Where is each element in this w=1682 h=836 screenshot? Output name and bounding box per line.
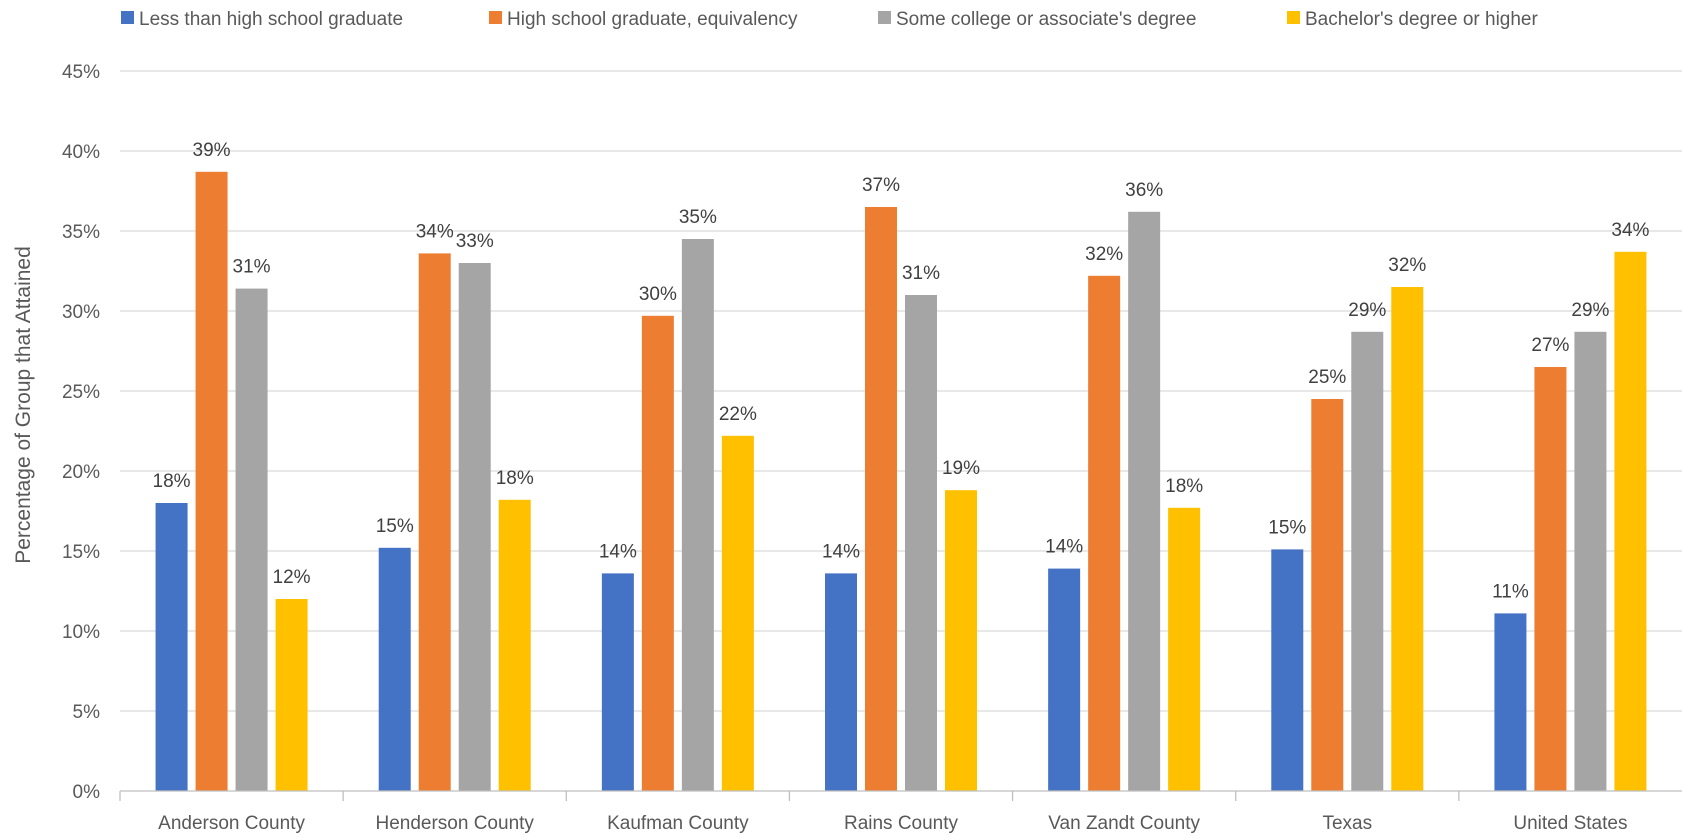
bar — [825, 573, 857, 791]
bar — [1351, 331, 1384, 791]
y-tick-label: 25% — [62, 382, 100, 403]
bar — [1048, 568, 1081, 791]
data-label: 30% — [639, 284, 677, 305]
data-label: 27% — [1531, 335, 1569, 356]
bar — [1534, 367, 1567, 791]
data-label: 18% — [496, 468, 534, 489]
data-label: 22% — [719, 404, 757, 425]
data-label: 12% — [273, 567, 311, 588]
data-label: 36% — [1125, 180, 1163, 201]
data-labels: 18%39%31%12%15%34% 33%18%14%30%35%22%14%3… — [153, 140, 1650, 603]
bar — [601, 573, 634, 791]
y-tick-label: 20% — [62, 462, 100, 483]
bar — [1391, 287, 1424, 791]
data-label: 14% — [599, 541, 637, 562]
y-tick-label: 35% — [62, 222, 100, 243]
data-label: 32% — [1085, 244, 1123, 265]
bar — [498, 499, 531, 791]
bar — [681, 239, 714, 791]
data-label: 29% — [1571, 300, 1609, 321]
data-label: 14% — [822, 541, 860, 562]
data-label: 14% — [1045, 537, 1083, 558]
x-category-label: United States — [1513, 813, 1627, 834]
bar — [1614, 251, 1647, 792]
legend-entry: High school graduate, equivalency — [507, 9, 798, 30]
bar — [865, 207, 897, 791]
data-label: 19% — [942, 458, 980, 479]
bar — [641, 315, 674, 791]
data-label: 15% — [1268, 517, 1306, 538]
bar — [378, 547, 411, 791]
legend-entry: Bachelor's degree or higher — [1305, 9, 1538, 30]
legend-swatch — [1287, 11, 1300, 24]
y-tick-label: 5% — [73, 702, 101, 723]
y-axis-tick-labels: 0% 5% 10% 15% 20% 25% 30% 35% 40% 45% — [62, 62, 100, 803]
y-tick-label: 15% — [62, 542, 100, 563]
x-category-label: Van Zandt County — [1048, 813, 1200, 834]
gridlines — [120, 70, 1682, 712]
bar — [1574, 331, 1607, 791]
bar — [155, 503, 188, 791]
data-label: 18% — [1165, 476, 1203, 497]
y-axis-title: Percentage of Group that Attained — [12, 246, 35, 564]
legend: Less than high school graduate High schoo… — [121, 9, 1538, 30]
data-label: 11% — [1492, 581, 1529, 602]
bar — [1494, 613, 1527, 791]
x-category-label: Texas — [1322, 813, 1372, 834]
data-label: 39% — [193, 140, 231, 161]
legend-entry: Less than high school graduate — [139, 9, 403, 30]
x-category-label: Rains County — [844, 813, 959, 834]
data-label: 35% — [679, 207, 717, 228]
y-tick-label: 40% — [62, 142, 100, 163]
bar — [195, 171, 228, 792]
data-label: 37% — [862, 175, 900, 196]
legend-swatch — [121, 11, 134, 24]
y-tick-label: 45% — [62, 62, 100, 83]
bar — [1271, 549, 1304, 791]
data-label: 32% — [1388, 255, 1426, 276]
bar — [905, 295, 937, 791]
bar — [721, 435, 754, 791]
y-tick-label: 0% — [73, 782, 101, 803]
bar — [235, 288, 268, 791]
bar — [275, 599, 308, 791]
legend-entry: Some college or associate's degree — [896, 9, 1196, 30]
bar — [1168, 507, 1201, 791]
legend-swatch — [489, 11, 502, 24]
bar — [418, 253, 451, 791]
data-label: 31% — [902, 263, 940, 284]
x-axis: Anderson County Henderson County Kaufman C… — [119, 790, 1682, 834]
legend-swatch — [878, 11, 891, 24]
y-tick-label: 10% — [62, 622, 100, 643]
x-category-label: Henderson County — [375, 813, 534, 834]
data-label: 34% — [1611, 220, 1649, 241]
bar — [1128, 211, 1161, 792]
bars — [155, 171, 1647, 792]
data-label: 31% — [233, 257, 271, 278]
bar — [458, 263, 491, 791]
data-label: 33% — [456, 231, 494, 252]
y-tick-label: 30% — [62, 302, 100, 323]
bar — [1088, 275, 1121, 791]
data-label: 25% — [1308, 367, 1346, 388]
data-label: 29% — [1348, 300, 1386, 321]
data-label: 34% — [416, 221, 454, 242]
x-category-label: Kaufman County — [607, 813, 749, 834]
x-category-label: Anderson County — [158, 813, 305, 834]
data-label: 15% — [376, 516, 414, 537]
bar — [1311, 399, 1344, 791]
data-label: 18% — [153, 471, 191, 492]
bar — [945, 490, 977, 791]
